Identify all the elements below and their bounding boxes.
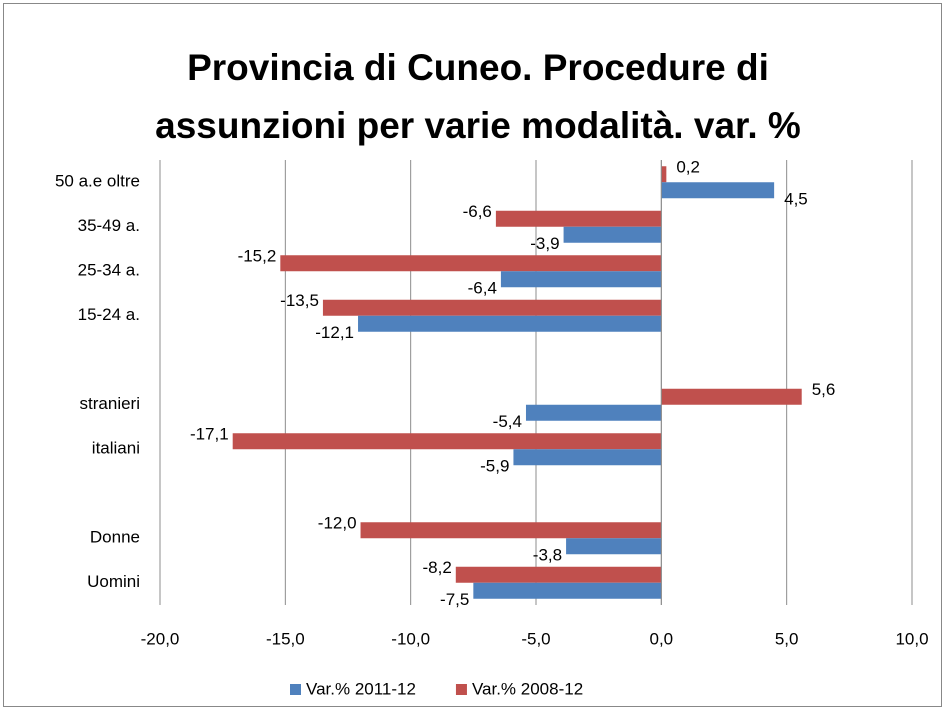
bar: [661, 388, 802, 405]
data-label: -6,4: [468, 279, 497, 298]
x-tick-label: -20,0: [141, 629, 180, 648]
y-tick-label: stranieri: [80, 394, 140, 413]
bar: [358, 315, 662, 332]
data-label: -13,5: [280, 291, 319, 310]
bar: [360, 522, 662, 539]
bar: [322, 299, 662, 316]
bar: [525, 404, 662, 421]
data-label: -7,5: [440, 590, 469, 609]
bar: [495, 210, 662, 227]
x-tick-label: -5,0: [521, 629, 550, 648]
legend-label: Var.% 2011-12: [306, 679, 416, 698]
y-tick-label: 35-49 a.: [78, 216, 140, 235]
data-label: -15,2: [238, 247, 277, 266]
y-tick-label: Uomini: [87, 572, 140, 591]
data-label: -3,8: [533, 546, 562, 565]
x-tick-label: 0,0: [650, 629, 674, 648]
data-label: 4,5: [784, 190, 808, 209]
x-tick-label: 10,0: [895, 629, 928, 648]
data-label: -5,4: [493, 412, 522, 431]
y-tick-label: italiani: [92, 439, 140, 458]
data-label: -3,9: [530, 234, 559, 253]
legend-swatch: [290, 684, 301, 695]
y-tick-label: 15-24 a.: [78, 305, 140, 324]
y-tick-label: 25-34 a.: [78, 261, 140, 280]
bar: [566, 538, 662, 555]
bar: [563, 226, 662, 243]
chart-title: assunzioni per varie modalità. var. %: [155, 105, 801, 146]
data-label: -5,9: [480, 457, 509, 476]
data-label: -8,2: [422, 558, 451, 577]
bar: [455, 566, 662, 583]
bar: [661, 166, 667, 183]
data-label: 5,6: [812, 380, 836, 399]
data-label: -12,0: [318, 514, 357, 533]
data-label: -17,1: [190, 425, 229, 444]
chart-title: Provincia di Cuneo. Procedure di: [187, 47, 769, 88]
data-label: -6,6: [463, 202, 492, 221]
bar: [500, 271, 662, 288]
x-tick-label: -10,0: [391, 629, 430, 648]
x-tick-label: -15,0: [266, 629, 305, 648]
y-tick-label: 50 a.e oltre: [55, 172, 140, 191]
bar: [232, 433, 662, 450]
data-label: -12,1: [315, 323, 354, 342]
legend-label: Var.% 2008-12: [472, 679, 583, 698]
x-tick-label: 5,0: [775, 629, 799, 648]
bar: [280, 255, 662, 272]
bar: [513, 449, 662, 466]
bar: [473, 582, 662, 599]
y-tick-label: Donne: [90, 528, 140, 547]
bar: [661, 182, 775, 199]
legend-swatch: [455, 684, 467, 695]
data-label: 0,2: [676, 158, 700, 177]
